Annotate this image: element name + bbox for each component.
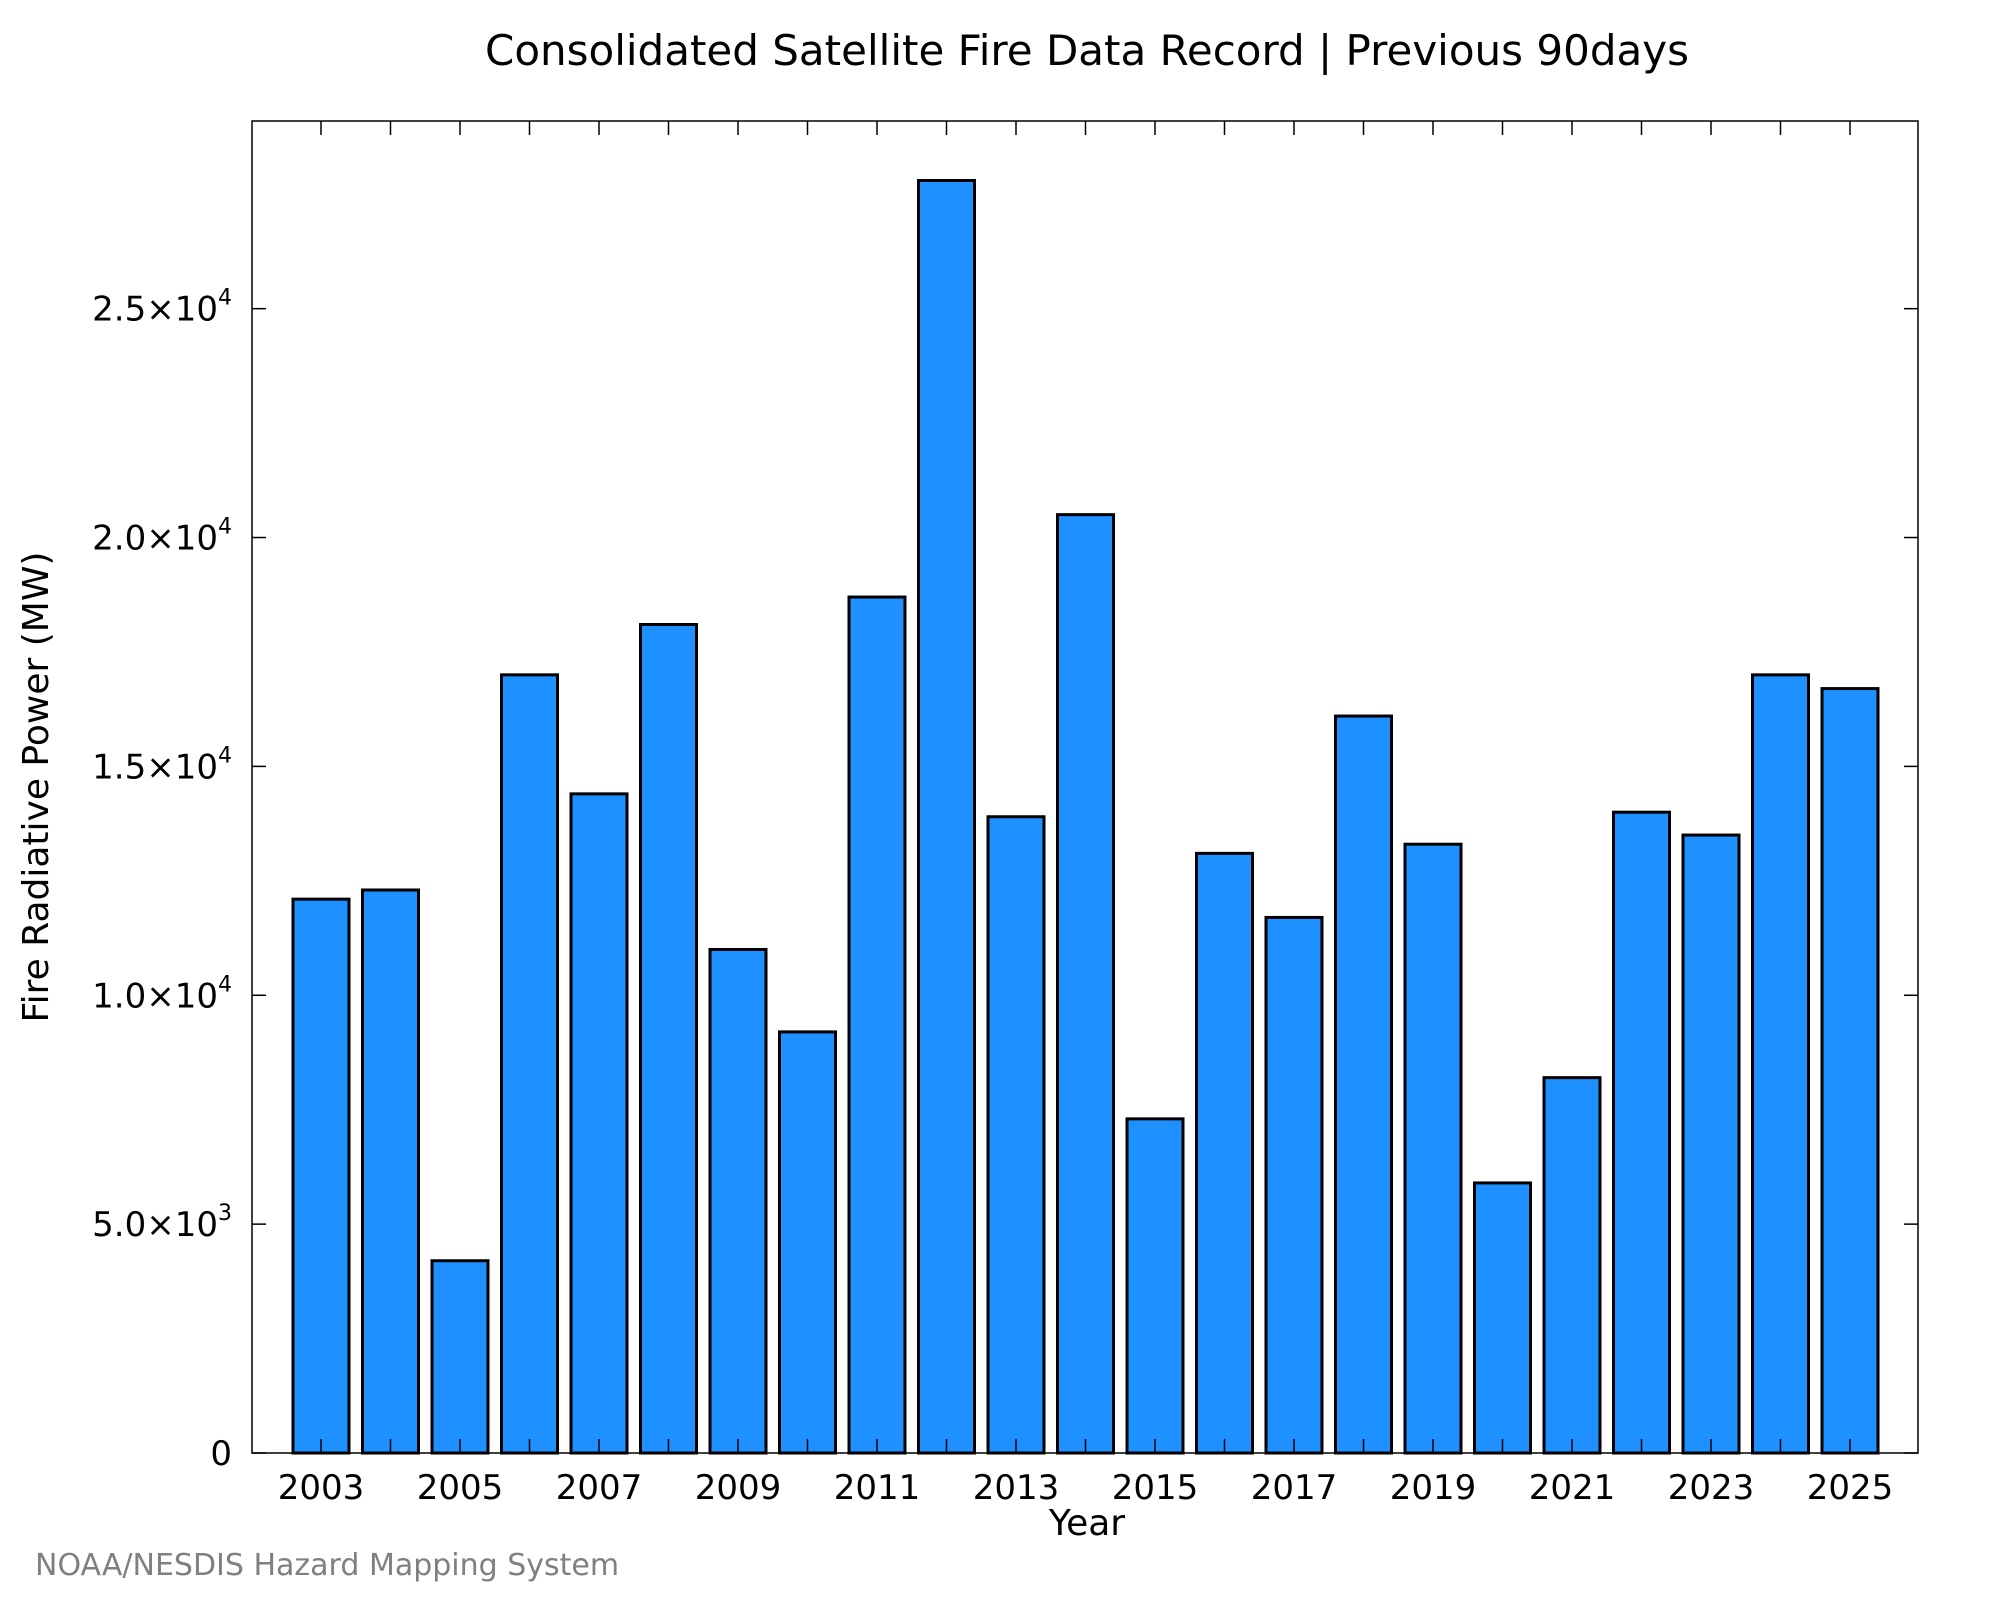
bar-2010 [778, 1030, 837, 1455]
bar-2012 [917, 179, 976, 1455]
bar-2015 [1125, 1117, 1185, 1455]
x-tick-label-2013: 2013 [973, 1468, 1060, 1508]
bar-2004 [361, 888, 420, 1455]
bar-2005 [430, 1259, 490, 1455]
chart-title: Consolidated Satellite Fire Data Record … [485, 26, 1689, 75]
bar-2014 [1056, 513, 1115, 1455]
bar-2008 [639, 623, 698, 1455]
y-tick-label-15000: 1.5×104 [92, 743, 232, 787]
x-tick-label-2023: 2023 [1668, 1468, 1755, 1508]
y-axis-label: Fire Radiative Power (MW) [16, 552, 57, 1023]
bar-2019 [1403, 842, 1463, 1455]
y-tick-label-10000: 1.0×104 [92, 972, 232, 1016]
y-tick-label-25000: 2.5×104 [92, 286, 232, 330]
bar-2023 [1681, 833, 1741, 1455]
x-tick-label-2017: 2017 [1251, 1468, 1338, 1508]
bar-2022 [1612, 810, 1671, 1455]
x-tick-label-2011: 2011 [834, 1468, 921, 1508]
bar-2003 [291, 897, 351, 1455]
bar-2006 [500, 673, 559, 1455]
bar-2024 [1751, 673, 1810, 1455]
x-tick-label-2003: 2003 [278, 1468, 365, 1508]
bar-2021 [1542, 1076, 1602, 1455]
x-tick-label-2005: 2005 [417, 1468, 504, 1508]
credit-text: NOAA/NESDIS Hazard Mapping System [35, 1548, 619, 1583]
bar-2016 [1195, 851, 1254, 1455]
x-tick-label-2007: 2007 [556, 1468, 643, 1508]
bar-2007 [569, 792, 629, 1455]
bar-2017 [1264, 915, 1324, 1455]
bar-2020 [1473, 1181, 1532, 1455]
bar-2009 [708, 947, 768, 1455]
x-tick-label-2015: 2015 [1112, 1468, 1199, 1508]
x-tick-label-2021: 2021 [1529, 1468, 1616, 1508]
y-tick-label-20000: 2.0×104 [92, 515, 232, 559]
x-tick-label-2009: 2009 [695, 1468, 782, 1508]
y-tick-label-0: 0 [210, 1434, 232, 1474]
x-axis-label: Year [1048, 1503, 1125, 1544]
bar-2011 [847, 595, 907, 1455]
bar-2018 [1334, 714, 1393, 1455]
x-tick-label-2025: 2025 [1807, 1468, 1894, 1508]
y-tick-label-5000: 5.0×103 [92, 1201, 232, 1245]
plot-area: 2003 2005 2007 2009 2011 2013 2015 2017 2019 2021… [92, 120, 1919, 1508]
bar-2025 [1820, 687, 1880, 1455]
bar-2013 [986, 815, 1046, 1455]
x-tick-label-2019: 2019 [1390, 1468, 1477, 1508]
